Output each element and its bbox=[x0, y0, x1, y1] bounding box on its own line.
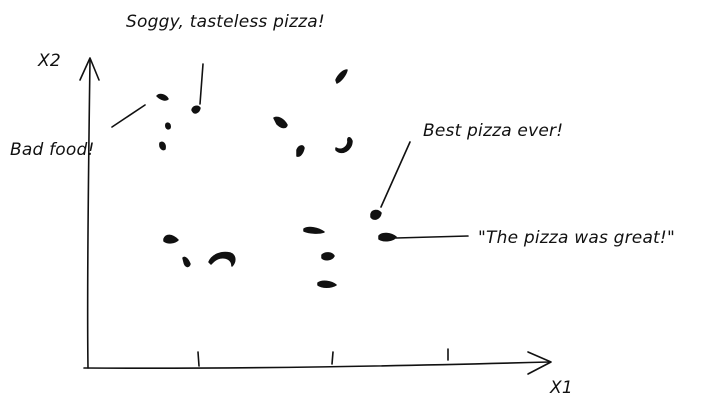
data-point bbox=[370, 209, 382, 220]
x-axis-line bbox=[83, 361, 551, 369]
data-point bbox=[191, 105, 201, 114]
y-axis-label: X2 bbox=[37, 51, 61, 71]
pointer-soggy bbox=[199, 63, 204, 105]
x-tick-2 bbox=[331, 351, 334, 365]
pointer-best bbox=[380, 141, 411, 208]
data-point bbox=[182, 256, 191, 268]
annotation-great: "The pizza was great!" bbox=[478, 228, 675, 248]
data-point bbox=[378, 232, 397, 242]
data-point bbox=[321, 252, 335, 261]
data-point bbox=[208, 251, 236, 267]
annotation-best: Best pizza ever! bbox=[423, 121, 563, 141]
axes bbox=[79, 57, 552, 375]
y-axis-arrowhead bbox=[79, 57, 100, 81]
pointer-bad-food bbox=[111, 104, 146, 128]
pointer-great bbox=[395, 235, 469, 239]
data-point bbox=[156, 93, 169, 101]
annotation-bad-food: Bad food! bbox=[10, 140, 94, 160]
data-point bbox=[163, 234, 179, 244]
x-axis-label: X1 bbox=[549, 378, 573, 398]
data-points bbox=[156, 69, 397, 288]
x-axis-arrowhead bbox=[527, 351, 552, 375]
annotation-soggy: Soggy, tasteless pizza! bbox=[126, 12, 325, 32]
data-point bbox=[159, 141, 166, 151]
data-point bbox=[335, 69, 348, 84]
data-point bbox=[335, 137, 353, 154]
data-point bbox=[317, 280, 337, 288]
data-point bbox=[165, 122, 171, 130]
data-point bbox=[303, 226, 325, 234]
x-tick-1 bbox=[197, 351, 200, 367]
data-point bbox=[273, 116, 288, 129]
data-point bbox=[296, 145, 305, 157]
y-axis-line bbox=[86, 59, 91, 369]
